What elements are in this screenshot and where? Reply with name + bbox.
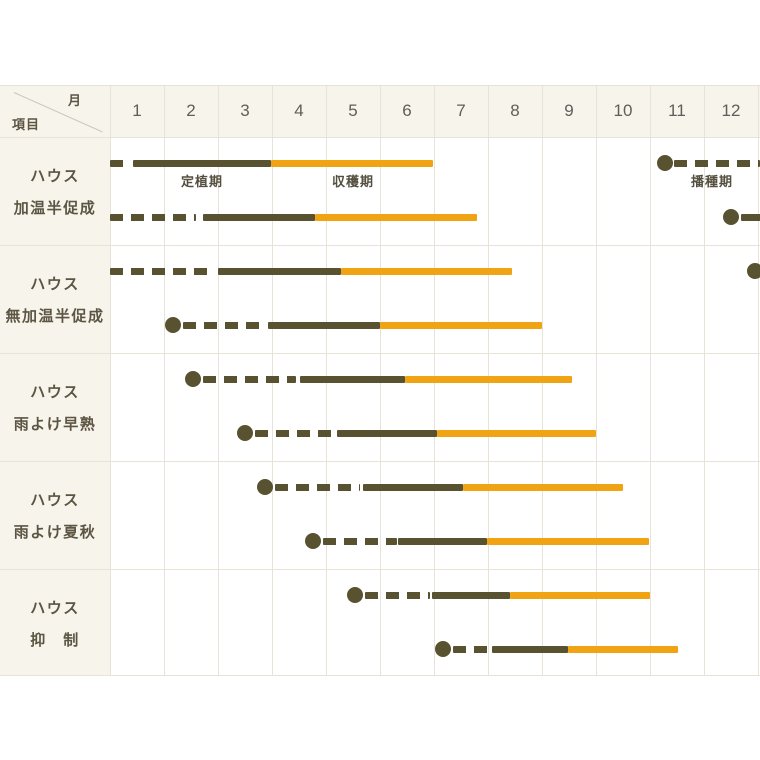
row-label: ハウス 加温半促成 bbox=[0, 137, 110, 245]
month-axis-label: 月 bbox=[67, 93, 82, 108]
row-label: ハウス 無加温半促成 bbox=[0, 245, 110, 353]
month-cell: 11 bbox=[668, 101, 686, 120]
grid-hline bbox=[0, 353, 760, 354]
sowing-dot bbox=[347, 587, 363, 603]
row-label-line: 抑 制 bbox=[30, 631, 80, 649]
month-cell: 2 bbox=[186, 101, 196, 120]
grid-vline bbox=[596, 85, 597, 675]
grid-hline bbox=[0, 569, 760, 570]
month-cell: 3 bbox=[240, 101, 250, 120]
sowing-dash-bar bbox=[674, 160, 760, 167]
month-cell: 8 bbox=[510, 101, 520, 120]
sowing-dot bbox=[165, 317, 181, 333]
row-label-line: ハウス bbox=[30, 491, 80, 509]
month-cell: 5 bbox=[348, 101, 358, 120]
sowing-dot bbox=[723, 209, 739, 225]
sowing-dash-bar bbox=[365, 592, 430, 599]
grid-vline bbox=[110, 85, 111, 675]
harvest-bar bbox=[463, 484, 623, 491]
sowing-dot bbox=[747, 263, 760, 279]
calendar-table: 月 項目 1 2 3 4 5 6 7 8 9 10 11 12 ハウス 加温半促成 ハウス 無加温半促成 ハウ… bbox=[0, 85, 760, 676]
row-label-line: 加温半促成 bbox=[13, 199, 97, 217]
planting-bar bbox=[741, 214, 760, 221]
row-label-line: ハウス bbox=[30, 599, 80, 617]
row-label-line: 雨よけ早熟 bbox=[13, 415, 97, 433]
harvest-bar bbox=[568, 646, 678, 653]
month-cell: 7 bbox=[456, 101, 466, 120]
grid-vline bbox=[650, 85, 651, 675]
period-annotation: 定植期 bbox=[180, 174, 223, 189]
planting-bar bbox=[268, 322, 380, 329]
sowing-dash-bar bbox=[183, 322, 266, 329]
planting-bar bbox=[218, 268, 341, 275]
sowing-dash-bar bbox=[255, 430, 335, 437]
sowing-dot bbox=[257, 479, 273, 495]
planting-bar bbox=[432, 592, 510, 599]
sowing-dash-bar bbox=[275, 484, 360, 491]
sowing-dot bbox=[237, 425, 253, 441]
row-label-line: ハウス bbox=[30, 383, 80, 401]
sowing-dash-bar bbox=[453, 646, 490, 653]
sowing-dash-bar bbox=[110, 268, 215, 275]
harvest-bar bbox=[315, 214, 477, 221]
month-cell: 1 bbox=[132, 101, 142, 120]
month-cell: 4 bbox=[294, 101, 304, 120]
item-axis-label: 項目 bbox=[12, 117, 41, 132]
row-label-line: ハウス bbox=[30, 167, 80, 185]
planting-bar bbox=[300, 376, 405, 383]
grid-vline bbox=[704, 85, 705, 675]
planting-bar bbox=[133, 160, 271, 167]
sowing-dash-bar bbox=[323, 538, 397, 545]
period-annotation: 播種期 bbox=[690, 174, 733, 189]
planting-bar bbox=[337, 430, 437, 437]
period-annotation: 収穫期 bbox=[331, 174, 374, 189]
sowing-dash-bar bbox=[203, 376, 296, 383]
row-label: ハウス 雨よけ夏秋 bbox=[0, 461, 110, 569]
row-label-line: 雨よけ夏秋 bbox=[13, 523, 97, 541]
sowing-dot bbox=[185, 371, 201, 387]
grid-hline bbox=[0, 461, 760, 462]
row-label-line: ハウス bbox=[30, 275, 80, 293]
grid-hline bbox=[0, 245, 760, 246]
planting-bar bbox=[492, 646, 568, 653]
harvest-bar bbox=[405, 376, 572, 383]
axis-corner-cell: 月 項目 bbox=[0, 85, 110, 137]
sowing-dash-bar bbox=[110, 160, 126, 167]
grid-hline bbox=[0, 85, 760, 86]
planting-bar bbox=[398, 538, 487, 545]
sowing-dot bbox=[435, 641, 451, 657]
sowing-dot bbox=[657, 155, 673, 171]
harvest-bar bbox=[380, 322, 542, 329]
harvest-bar bbox=[487, 538, 649, 545]
harvest-bar bbox=[271, 160, 433, 167]
row-label: ハウス抑 制 bbox=[0, 569, 110, 676]
sowing-dot bbox=[305, 533, 321, 549]
month-cell: 9 bbox=[564, 101, 574, 120]
sowing-dash-bar bbox=[110, 214, 196, 221]
grid-vline bbox=[164, 85, 165, 675]
planting-bar bbox=[203, 214, 315, 221]
row-label: ハウス 雨よけ早熟 bbox=[0, 353, 110, 461]
grid-hline bbox=[0, 675, 760, 676]
label-column-background bbox=[0, 137, 110, 676]
row-label-line: 無加温半促成 bbox=[5, 307, 105, 325]
month-cell: 10 bbox=[613, 101, 633, 120]
grid-hline bbox=[0, 137, 760, 138]
grid-vline bbox=[758, 85, 759, 675]
harvest-bar bbox=[510, 592, 650, 599]
planting-bar bbox=[363, 484, 463, 491]
harvest-bar bbox=[341, 268, 512, 275]
month-cell: 6 bbox=[402, 101, 412, 120]
month-cell: 12 bbox=[721, 101, 741, 120]
harvest-bar bbox=[437, 430, 596, 437]
